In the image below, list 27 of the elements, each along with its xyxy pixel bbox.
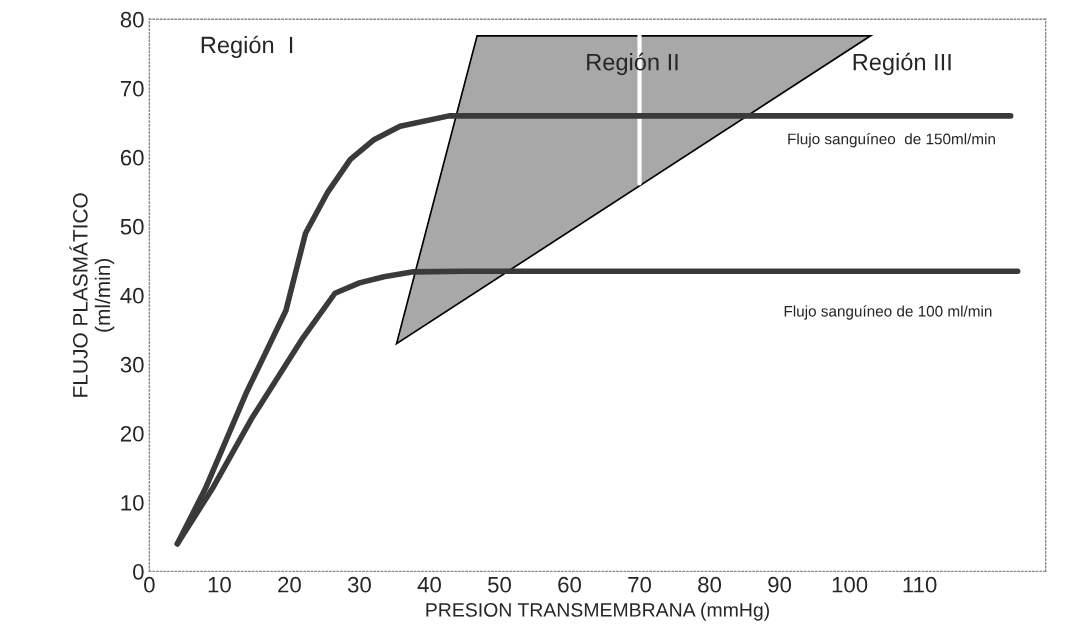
- x-tick-label: 30: [347, 576, 371, 593]
- x-tick-label: 70: [628, 576, 652, 593]
- x-tick-label: 80: [698, 576, 722, 593]
- y-tick-label: 80: [120, 11, 144, 28]
- x-axis-title: PRESION TRANSMEMBRANA (mmHg): [426, 602, 769, 621]
- y-tick-label: 30: [120, 356, 144, 373]
- annotation: Flujo sanguíneo de 150ml/min: [788, 132, 995, 148]
- y-tick-label: 60: [120, 149, 144, 166]
- x-tick-label: 20: [278, 576, 301, 593]
- y-tick-label: 50: [120, 218, 144, 235]
- x-tick-label: 90: [768, 576, 792, 593]
- y-tick-label: 40: [120, 287, 144, 304]
- y-axis-title: FLUJO PLASMÁTICO (ml/min): [69, 193, 115, 397]
- x-tick-label: 40: [417, 576, 441, 593]
- x-tick-label: 100: [832, 576, 868, 593]
- annotation: Región I: [201, 35, 293, 59]
- y-tick-label: 10: [121, 494, 144, 511]
- x-tick-label: 10: [208, 576, 231, 593]
- x-tick-label: 50: [488, 576, 511, 593]
- y-tick-label: 70: [120, 80, 144, 97]
- annotation: Flujo sanguíneo de 100 ml/min: [784, 305, 992, 320]
- y-tick-label: 0: [133, 563, 144, 580]
- x-tick-label: 0: [144, 576, 155, 593]
- y-tick-label: 20: [120, 425, 144, 442]
- x-tick-label: 110: [903, 576, 937, 593]
- annotation: Región III: [853, 52, 951, 76]
- x-tick-label: 60: [558, 576, 581, 593]
